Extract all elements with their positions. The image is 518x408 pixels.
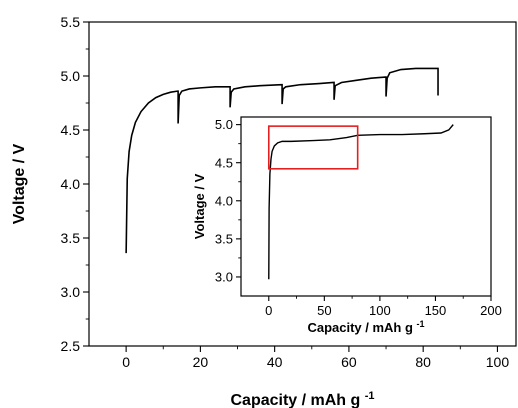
- inset-plot-frame: [240, 116, 492, 297]
- main-y-tick-label: 5.5: [61, 14, 81, 30]
- inset-y-tick-label: 4.0: [215, 193, 233, 208]
- inset-y-tick-label: 3.0: [215, 270, 233, 285]
- inset-x-tick-label: 150: [425, 303, 447, 318]
- main-x-tick-label: 0: [122, 354, 130, 370]
- main-series-line-0: [125, 67, 439, 254]
- inset-x-tick-label: 50: [317, 303, 331, 318]
- main-x-tick-label: 100: [486, 354, 510, 370]
- main-plot-frame: [88, 21, 517, 347]
- inset-x-tick-label: 100: [369, 303, 391, 318]
- main-x-axis-title: Capacity / mAh g -1: [230, 390, 374, 408]
- inset-y-tick-label: 4.5: [215, 155, 233, 170]
- main-x-tick-label: 40: [267, 354, 283, 370]
- main-y-axis-title: Voltage / V: [11, 143, 28, 224]
- main-y-tick-label: 3.5: [61, 230, 81, 246]
- main-y-tick-label: 4.0: [61, 176, 81, 192]
- inset-x-axis-title-superscript: -1: [417, 319, 425, 329]
- inset-x-tick-label: 0: [265, 303, 272, 318]
- inset-y-tick-label: 3.5: [215, 231, 233, 246]
- inset-x-tick-label: 200: [480, 303, 502, 318]
- inset-highlight-box: [267, 125, 359, 170]
- inset-y-axis-title: Voltage / V: [192, 173, 207, 239]
- main-plot: 0 20 40 60 80 100 2.5 3.0 3.5 4.0 4.5 5.0 5.5 Capacit…: [11, 14, 517, 408]
- main-y-tick-label: 3.0: [61, 284, 81, 300]
- main-x-axis-title-superscript: -1: [365, 390, 375, 402]
- main-x-tick-label: 60: [341, 354, 357, 370]
- main-y-tick-label: 2.5: [61, 338, 81, 354]
- main-y-tick-label: 4.5: [61, 122, 81, 138]
- inset-x-axis-title: Capacity / mAh g -1: [307, 319, 424, 335]
- main-y-tick-label: 5.0: [61, 68, 81, 84]
- inset-y-tick-label: 5.0: [215, 117, 233, 132]
- main-x-tick-label: 20: [193, 354, 209, 370]
- inset-plot: 0 50 100 150 200 3.0 3.5 4.0 4.5 5.0 Capacity / mA…: [192, 116, 502, 335]
- main-x-tick-label: 80: [415, 354, 431, 370]
- inset-series-line-0: [268, 124, 454, 280]
